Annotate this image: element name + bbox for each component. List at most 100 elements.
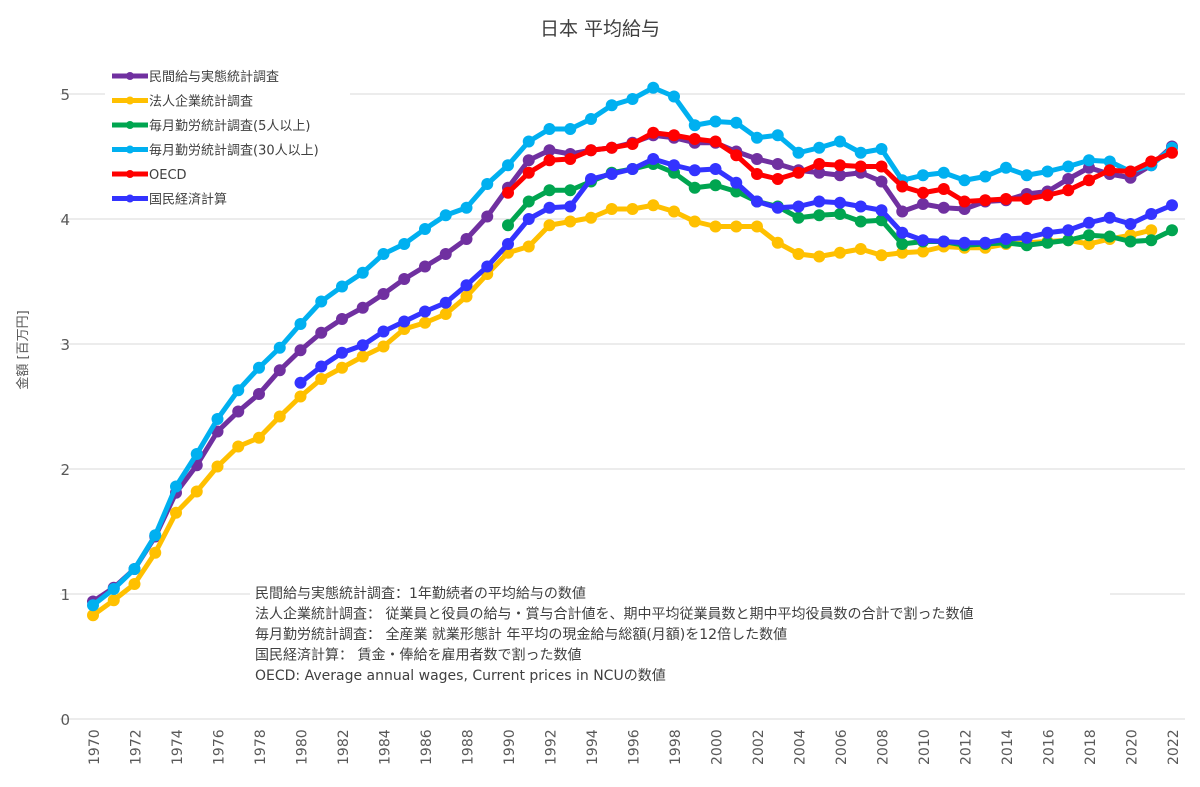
data-point bbox=[377, 325, 390, 338]
data-point bbox=[875, 160, 888, 173]
x-tick-label: 2020 bbox=[1125, 729, 1141, 765]
data-point bbox=[398, 238, 411, 250]
data-point bbox=[605, 168, 618, 180]
data-point bbox=[377, 248, 390, 260]
legend-label: 毎月勤労統計調査(5人以上) bbox=[149, 118, 310, 134]
data-point bbox=[1062, 184, 1075, 197]
data-point bbox=[460, 279, 473, 292]
data-point bbox=[87, 599, 99, 612]
y-axis-label: 金額 [百万円] bbox=[15, 310, 31, 389]
data-point bbox=[771, 173, 784, 185]
data-point bbox=[439, 296, 452, 309]
annotation-text: OECD: Average annual wages, Current pric… bbox=[255, 668, 666, 684]
data-point bbox=[190, 448, 203, 460]
data-point bbox=[730, 116, 743, 129]
data-point bbox=[709, 135, 722, 148]
series-法人企業統計調査 bbox=[87, 199, 1158, 622]
x-tick-label: 1990 bbox=[502, 729, 518, 765]
data-point bbox=[854, 243, 867, 255]
data-point bbox=[1103, 164, 1116, 177]
data-point bbox=[1083, 154, 1095, 167]
data-point bbox=[211, 460, 224, 473]
data-point bbox=[481, 210, 494, 223]
data-point bbox=[232, 405, 245, 418]
data-point bbox=[356, 350, 369, 363]
data-point bbox=[771, 129, 784, 142]
data-point bbox=[979, 170, 992, 183]
data-point bbox=[294, 376, 307, 389]
data-point bbox=[626, 138, 639, 150]
series-line bbox=[91, 202, 1152, 618]
data-point bbox=[1062, 173, 1075, 185]
data-point bbox=[419, 305, 431, 318]
x-tick-label: 1984 bbox=[378, 729, 394, 765]
data-point bbox=[730, 149, 743, 162]
data-point bbox=[709, 179, 722, 192]
data-point bbox=[543, 219, 556, 232]
data-point bbox=[937, 166, 950, 179]
annotation-text: 民間給与実態統計調査：1年勤続者の平均給与の数値 bbox=[255, 585, 586, 602]
data-point bbox=[149, 529, 162, 542]
data-point bbox=[834, 246, 846, 259]
data-point bbox=[854, 160, 867, 173]
data-point bbox=[958, 236, 971, 249]
data-point bbox=[917, 245, 929, 258]
data-point bbox=[170, 506, 182, 519]
data-point bbox=[875, 214, 888, 227]
data-point bbox=[1166, 146, 1178, 159]
data-point bbox=[917, 169, 929, 182]
data-point bbox=[1145, 234, 1158, 247]
data-point bbox=[626, 93, 639, 105]
data-point bbox=[564, 215, 577, 228]
data-point bbox=[1020, 169, 1033, 182]
data-point bbox=[771, 201, 784, 214]
data-point bbox=[958, 195, 971, 208]
data-point bbox=[128, 578, 141, 590]
data-point bbox=[751, 153, 763, 165]
series-OECD bbox=[502, 126, 1178, 208]
data-point bbox=[937, 235, 950, 248]
data-point bbox=[87, 609, 99, 622]
data-point bbox=[543, 184, 556, 197]
legend-label: 民間給与実態統計調査 bbox=[149, 69, 279, 85]
y-tick-label: 1 bbox=[60, 586, 70, 604]
data-point bbox=[356, 266, 369, 279]
data-point bbox=[377, 288, 390, 300]
data-point bbox=[626, 163, 639, 175]
data-point bbox=[481, 260, 494, 273]
x-tick-label: 1980 bbox=[295, 729, 311, 765]
data-point bbox=[917, 186, 929, 199]
legend-label: OECD bbox=[149, 168, 187, 183]
data-point bbox=[896, 246, 909, 259]
data-point bbox=[502, 186, 514, 199]
data-point bbox=[253, 388, 265, 400]
x-tick-label: 1970 bbox=[87, 729, 103, 765]
x-tick-label: 1992 bbox=[544, 729, 560, 765]
data-point bbox=[460, 233, 473, 245]
x-tick-label: 2004 bbox=[793, 729, 809, 765]
data-point bbox=[792, 211, 805, 224]
data-point bbox=[336, 346, 348, 359]
legend-label: 毎月勤労統計調査(30人以上) bbox=[149, 143, 319, 159]
x-tick-label: 1982 bbox=[336, 729, 352, 765]
data-point bbox=[439, 308, 452, 320]
data-point bbox=[792, 248, 805, 260]
data-point bbox=[460, 201, 473, 214]
x-tick-label: 2022 bbox=[1166, 729, 1182, 765]
data-point bbox=[1124, 165, 1137, 178]
data-point bbox=[917, 234, 929, 247]
data-point bbox=[834, 208, 846, 220]
chart-title: 日本 平均給与 bbox=[540, 18, 660, 40]
data-point bbox=[585, 113, 597, 125]
data-point bbox=[1166, 224, 1178, 237]
data-point bbox=[792, 146, 805, 159]
data-point bbox=[751, 195, 763, 208]
data-point bbox=[1000, 193, 1012, 205]
series-国民経済計算 bbox=[294, 153, 1178, 389]
data-point bbox=[668, 205, 680, 218]
y-tick-label: 4 bbox=[60, 211, 70, 229]
x-tick-label: 1974 bbox=[170, 729, 186, 765]
data-point bbox=[1020, 231, 1033, 244]
